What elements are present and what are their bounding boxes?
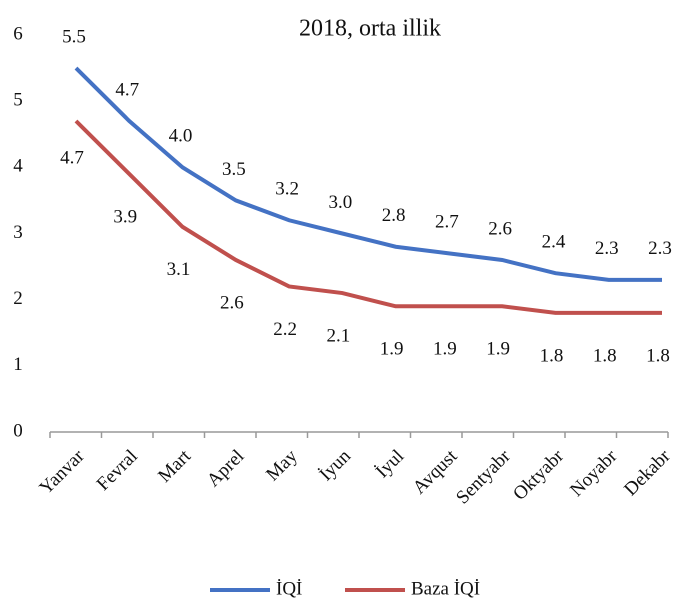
y-tick-label: 5 [13,90,23,111]
data-label: 1.8 [540,345,564,366]
x-tick-label: Fevral [93,446,142,495]
data-label: 1.8 [646,345,670,366]
legend-label: Baza İQİ [411,578,480,599]
data-label: 4.7 [115,79,139,100]
data-label: 3.2 [275,179,299,200]
x-tick-label: İyul [372,446,408,482]
data-label: 2.1 [326,325,350,346]
data-label: 3.1 [167,259,191,280]
data-label: 1.8 [593,345,617,366]
data-label: 5.5 [62,26,86,47]
x-tick-label: Dekabr [620,445,675,500]
x-tick-label: Sentyabr [452,445,515,508]
x-tick-label: May [262,445,302,485]
legend-label: İQİ [276,578,302,599]
data-label: 2.8 [382,205,406,226]
data-label: 1.9 [486,339,510,360]
data-label: 2.6 [488,218,512,239]
data-label: 3.9 [113,206,137,227]
data-label: 2.7 [435,212,459,233]
series-line [74,66,662,282]
x-tick-label: Oktyabr [509,445,568,504]
data-label: 3.5 [222,159,246,180]
data-label: 2.3 [648,238,672,259]
data-label: 2.2 [273,319,297,340]
series-line [74,119,662,315]
x-tick-label: Aprel [203,446,248,491]
data-label: 1.9 [380,339,404,360]
x-tick-label: Mart [154,445,195,486]
x-tick-label: Noyabr [566,445,622,501]
data-label: 1.9 [433,339,457,360]
data-label: 4.7 [60,147,84,168]
x-tick-label: Yanvar [36,445,90,499]
data-label: 2.3 [595,238,619,259]
chart-title: 2018, orta illik [299,16,441,42]
data-label: 3.0 [328,192,352,213]
y-tick-label: 6 [13,23,23,44]
y-tick-label: 4 [13,156,23,177]
y-tick-label: 2 [13,288,23,309]
data-label: 2.4 [542,232,566,253]
data-label: 2.6 [220,292,244,313]
y-tick-label: 0 [13,420,23,441]
data-label: 4.0 [169,126,193,147]
y-tick-label: 3 [13,222,23,243]
y-tick-label: 1 [13,354,23,375]
x-tick-label: İyun [316,445,356,485]
